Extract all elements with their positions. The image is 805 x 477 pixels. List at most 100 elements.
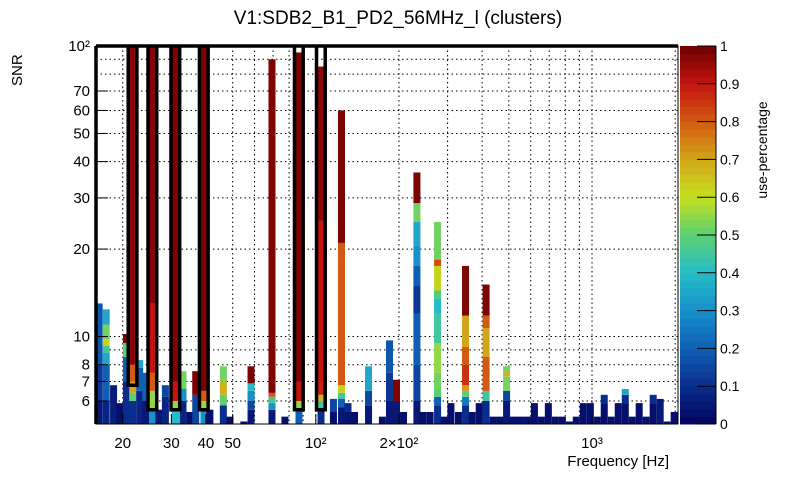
color-scale-swatch xyxy=(680,98,716,107)
color-scale-swatch xyxy=(680,325,716,334)
heatmap-cell xyxy=(462,265,470,316)
color-scale-swatch xyxy=(680,212,716,221)
color-scale-swatch xyxy=(680,144,716,153)
heatmap-cell xyxy=(509,416,517,424)
heatmap-cell xyxy=(337,242,345,386)
heatmap-cell xyxy=(295,52,303,382)
color-scale-swatch xyxy=(680,287,716,296)
heatmap-cell xyxy=(149,390,157,410)
color-scale-swatch xyxy=(680,166,716,176)
heatmap-cell xyxy=(281,416,289,424)
heatmap-cell xyxy=(482,328,490,358)
heatmap-cell xyxy=(413,203,421,222)
heatmap-cell xyxy=(240,421,248,424)
heatmap-cell xyxy=(462,405,470,424)
heatmap-cell xyxy=(129,364,137,382)
heatmap-cell xyxy=(413,313,421,365)
heatmap-cell xyxy=(434,388,442,397)
color-scale-swatch xyxy=(680,204,716,213)
contour-notch xyxy=(169,46,182,412)
color-scale: 0 0.1 0.2 0.3 0.4 0.5 0.6 0.7 0.8 0.9 1 xyxy=(680,38,740,432)
heatmap-cell xyxy=(161,396,169,424)
heatmap-cell xyxy=(149,46,157,304)
heatmap-cell xyxy=(247,400,255,410)
heatmap-cell xyxy=(558,416,566,424)
heatmap-cell xyxy=(621,394,629,404)
heatmap-cell xyxy=(392,379,401,401)
color-scale-swatch xyxy=(680,106,716,115)
z-tick-label: 0.1 xyxy=(720,378,740,394)
heatmap-cell xyxy=(496,416,504,424)
heatmap-cell xyxy=(434,313,442,344)
color-scale-swatch xyxy=(680,68,716,77)
z-tick-label: 0.8 xyxy=(720,114,740,130)
color-scale-swatch xyxy=(680,182,716,191)
heatmap-cell xyxy=(434,396,442,406)
heatmap-cell xyxy=(537,416,545,424)
heatmap-cell xyxy=(413,221,421,246)
heatmap-cell xyxy=(102,364,110,401)
x-tick-label: 30 xyxy=(163,435,180,452)
color-scale-swatch xyxy=(680,295,716,304)
heatmap-cell xyxy=(200,46,208,391)
color-scale-swatch xyxy=(680,174,716,183)
heatmap-cell xyxy=(426,411,434,424)
heatmap-cell xyxy=(434,298,442,314)
color-scale-swatch xyxy=(680,250,716,259)
heatmap-cell xyxy=(475,403,483,424)
heatmap-cell xyxy=(434,343,442,373)
color-scale-swatch xyxy=(680,272,716,281)
heatmap-cell xyxy=(247,409,255,424)
color-scale-swatch xyxy=(680,257,716,266)
y-tick-label: 7 xyxy=(82,374,90,391)
heatmap-cell xyxy=(102,400,110,424)
heatmap-cell xyxy=(614,403,622,424)
heatmap-cell xyxy=(95,400,103,424)
heatmap-cell xyxy=(161,385,169,397)
color-scale-swatch xyxy=(680,386,716,395)
heatmap-cell xyxy=(295,400,303,410)
heatmap-cell xyxy=(317,400,325,410)
heatmap-cell xyxy=(317,381,325,395)
heatmap-cell xyxy=(116,403,124,424)
heatmap-cell xyxy=(95,364,103,401)
heatmap-cell xyxy=(171,409,179,424)
heatmap-cell xyxy=(503,366,511,372)
color-scale-swatch xyxy=(680,151,716,160)
color-scale-swatch xyxy=(680,340,716,349)
color-scale-swatch xyxy=(680,91,716,100)
heatmap-cell xyxy=(378,416,386,424)
heatmap-cell xyxy=(413,364,421,401)
heatmap-cell xyxy=(503,390,511,401)
heatmap-cell xyxy=(503,400,511,424)
color-scale-swatch xyxy=(680,333,716,342)
x-tick-label: 10² xyxy=(305,435,327,452)
heatmap-cell xyxy=(136,390,144,424)
heatmap-cell xyxy=(482,357,490,391)
contour-notch xyxy=(146,46,159,412)
heatmap-cell xyxy=(385,340,394,373)
heatmap-cell xyxy=(482,315,490,329)
heatmap-cell xyxy=(344,411,352,424)
color-scale-swatch xyxy=(680,393,716,402)
heatmap-cell xyxy=(649,394,657,404)
heatmap-cell xyxy=(385,372,394,401)
color-scale-swatch xyxy=(680,114,716,123)
heatmap-cell xyxy=(317,394,325,401)
heatmap-cell xyxy=(136,367,144,391)
heatmap-cell xyxy=(171,381,179,401)
heatmap-cell xyxy=(247,366,255,384)
y-axis: 10² 70 60 50 40 30 20 10 87 6 xyxy=(68,38,108,410)
color-scale-swatch xyxy=(680,159,716,168)
z-tick-label: 0.9 xyxy=(720,76,740,92)
heatmap-cell xyxy=(670,411,678,424)
color-scale-swatch xyxy=(680,83,716,92)
heatmap-cell xyxy=(365,366,373,391)
heatmap-cell xyxy=(337,110,345,243)
heatmap-cell xyxy=(482,400,490,424)
heatmap-cell xyxy=(268,59,276,393)
heatmap-cell xyxy=(317,220,325,382)
color-scale-swatch xyxy=(680,363,716,372)
heatmap-cell xyxy=(516,416,524,424)
heatmap-cell xyxy=(102,352,110,365)
